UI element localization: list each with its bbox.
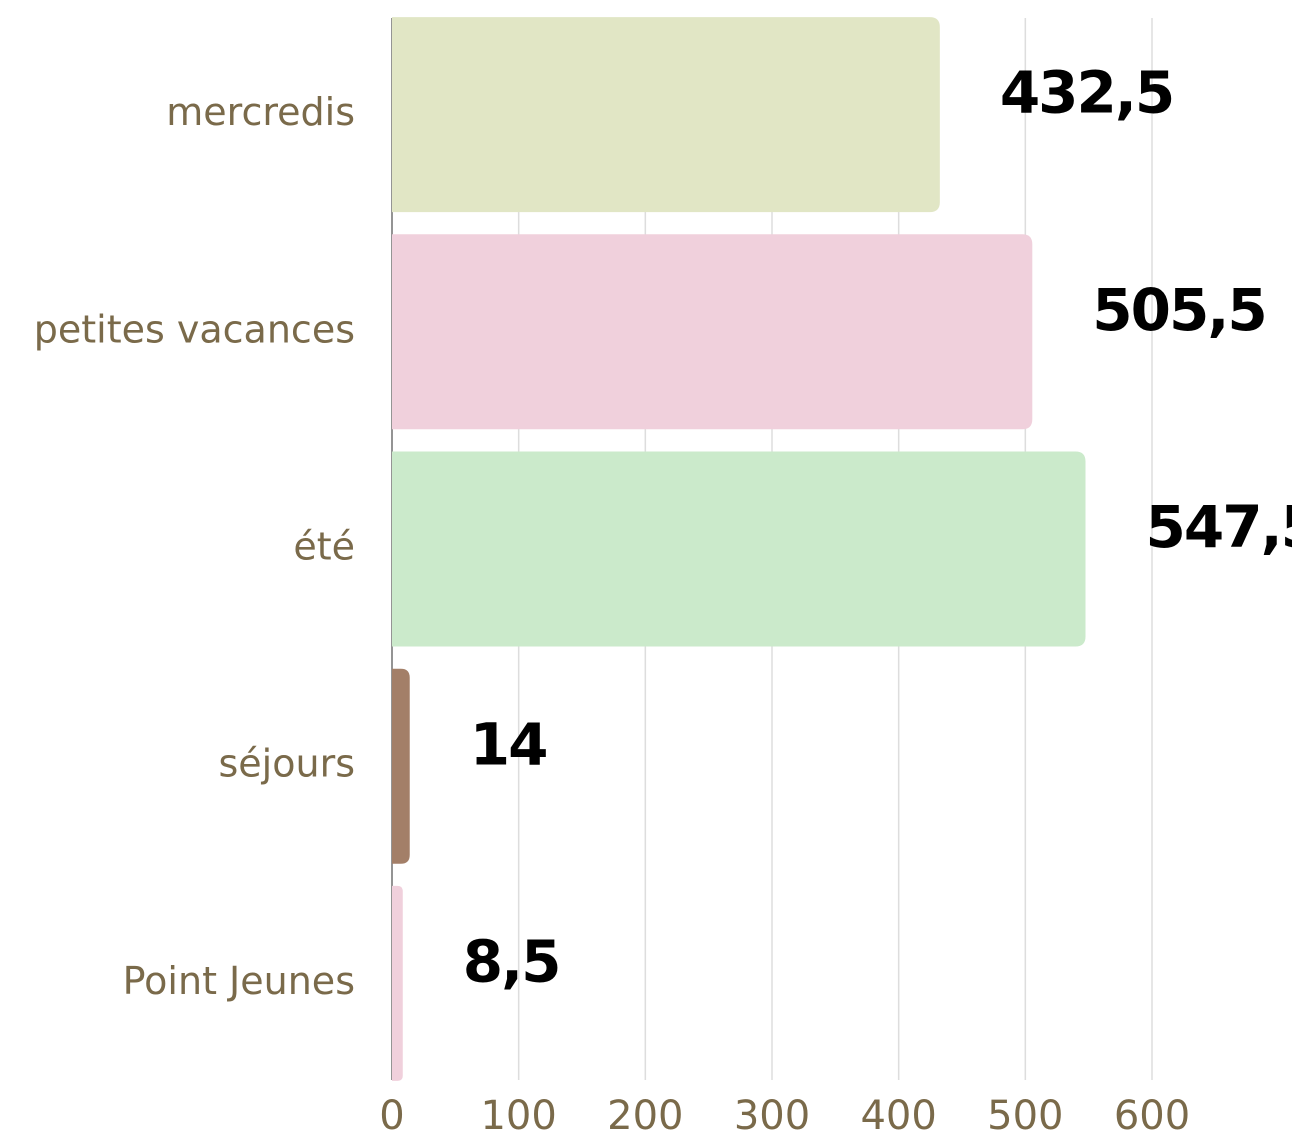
bar [392, 17, 940, 213]
value-label: 505,5 [1092, 276, 1265, 344]
y-tick-label: été [293, 525, 355, 569]
x-tick-label: 200 [607, 1093, 683, 1137]
x-tick-label: 300 [734, 1093, 810, 1137]
x-tick-label: 600 [1114, 1093, 1190, 1137]
y-tick-label: séjours [219, 742, 356, 786]
x-tick-label: 0 [379, 1093, 404, 1137]
x-tick-label: 100 [480, 1093, 556, 1137]
bar [392, 885, 403, 1081]
x-tick-label: 500 [987, 1093, 1063, 1137]
bar [392, 234, 1033, 430]
y-tick-label: mercredis [166, 90, 355, 134]
value-label: 547,5 [1146, 493, 1292, 561]
value-label: 14 [470, 710, 547, 778]
x-tick-label: 400 [860, 1093, 936, 1137]
bar [392, 451, 1086, 647]
y-tick-label: Point Jeunes [123, 959, 355, 1003]
value-label: 432,5 [1000, 59, 1173, 127]
y-tick-label: petites vacances [34, 307, 355, 351]
value-label: 8,5 [463, 928, 560, 996]
bar [392, 668, 410, 864]
